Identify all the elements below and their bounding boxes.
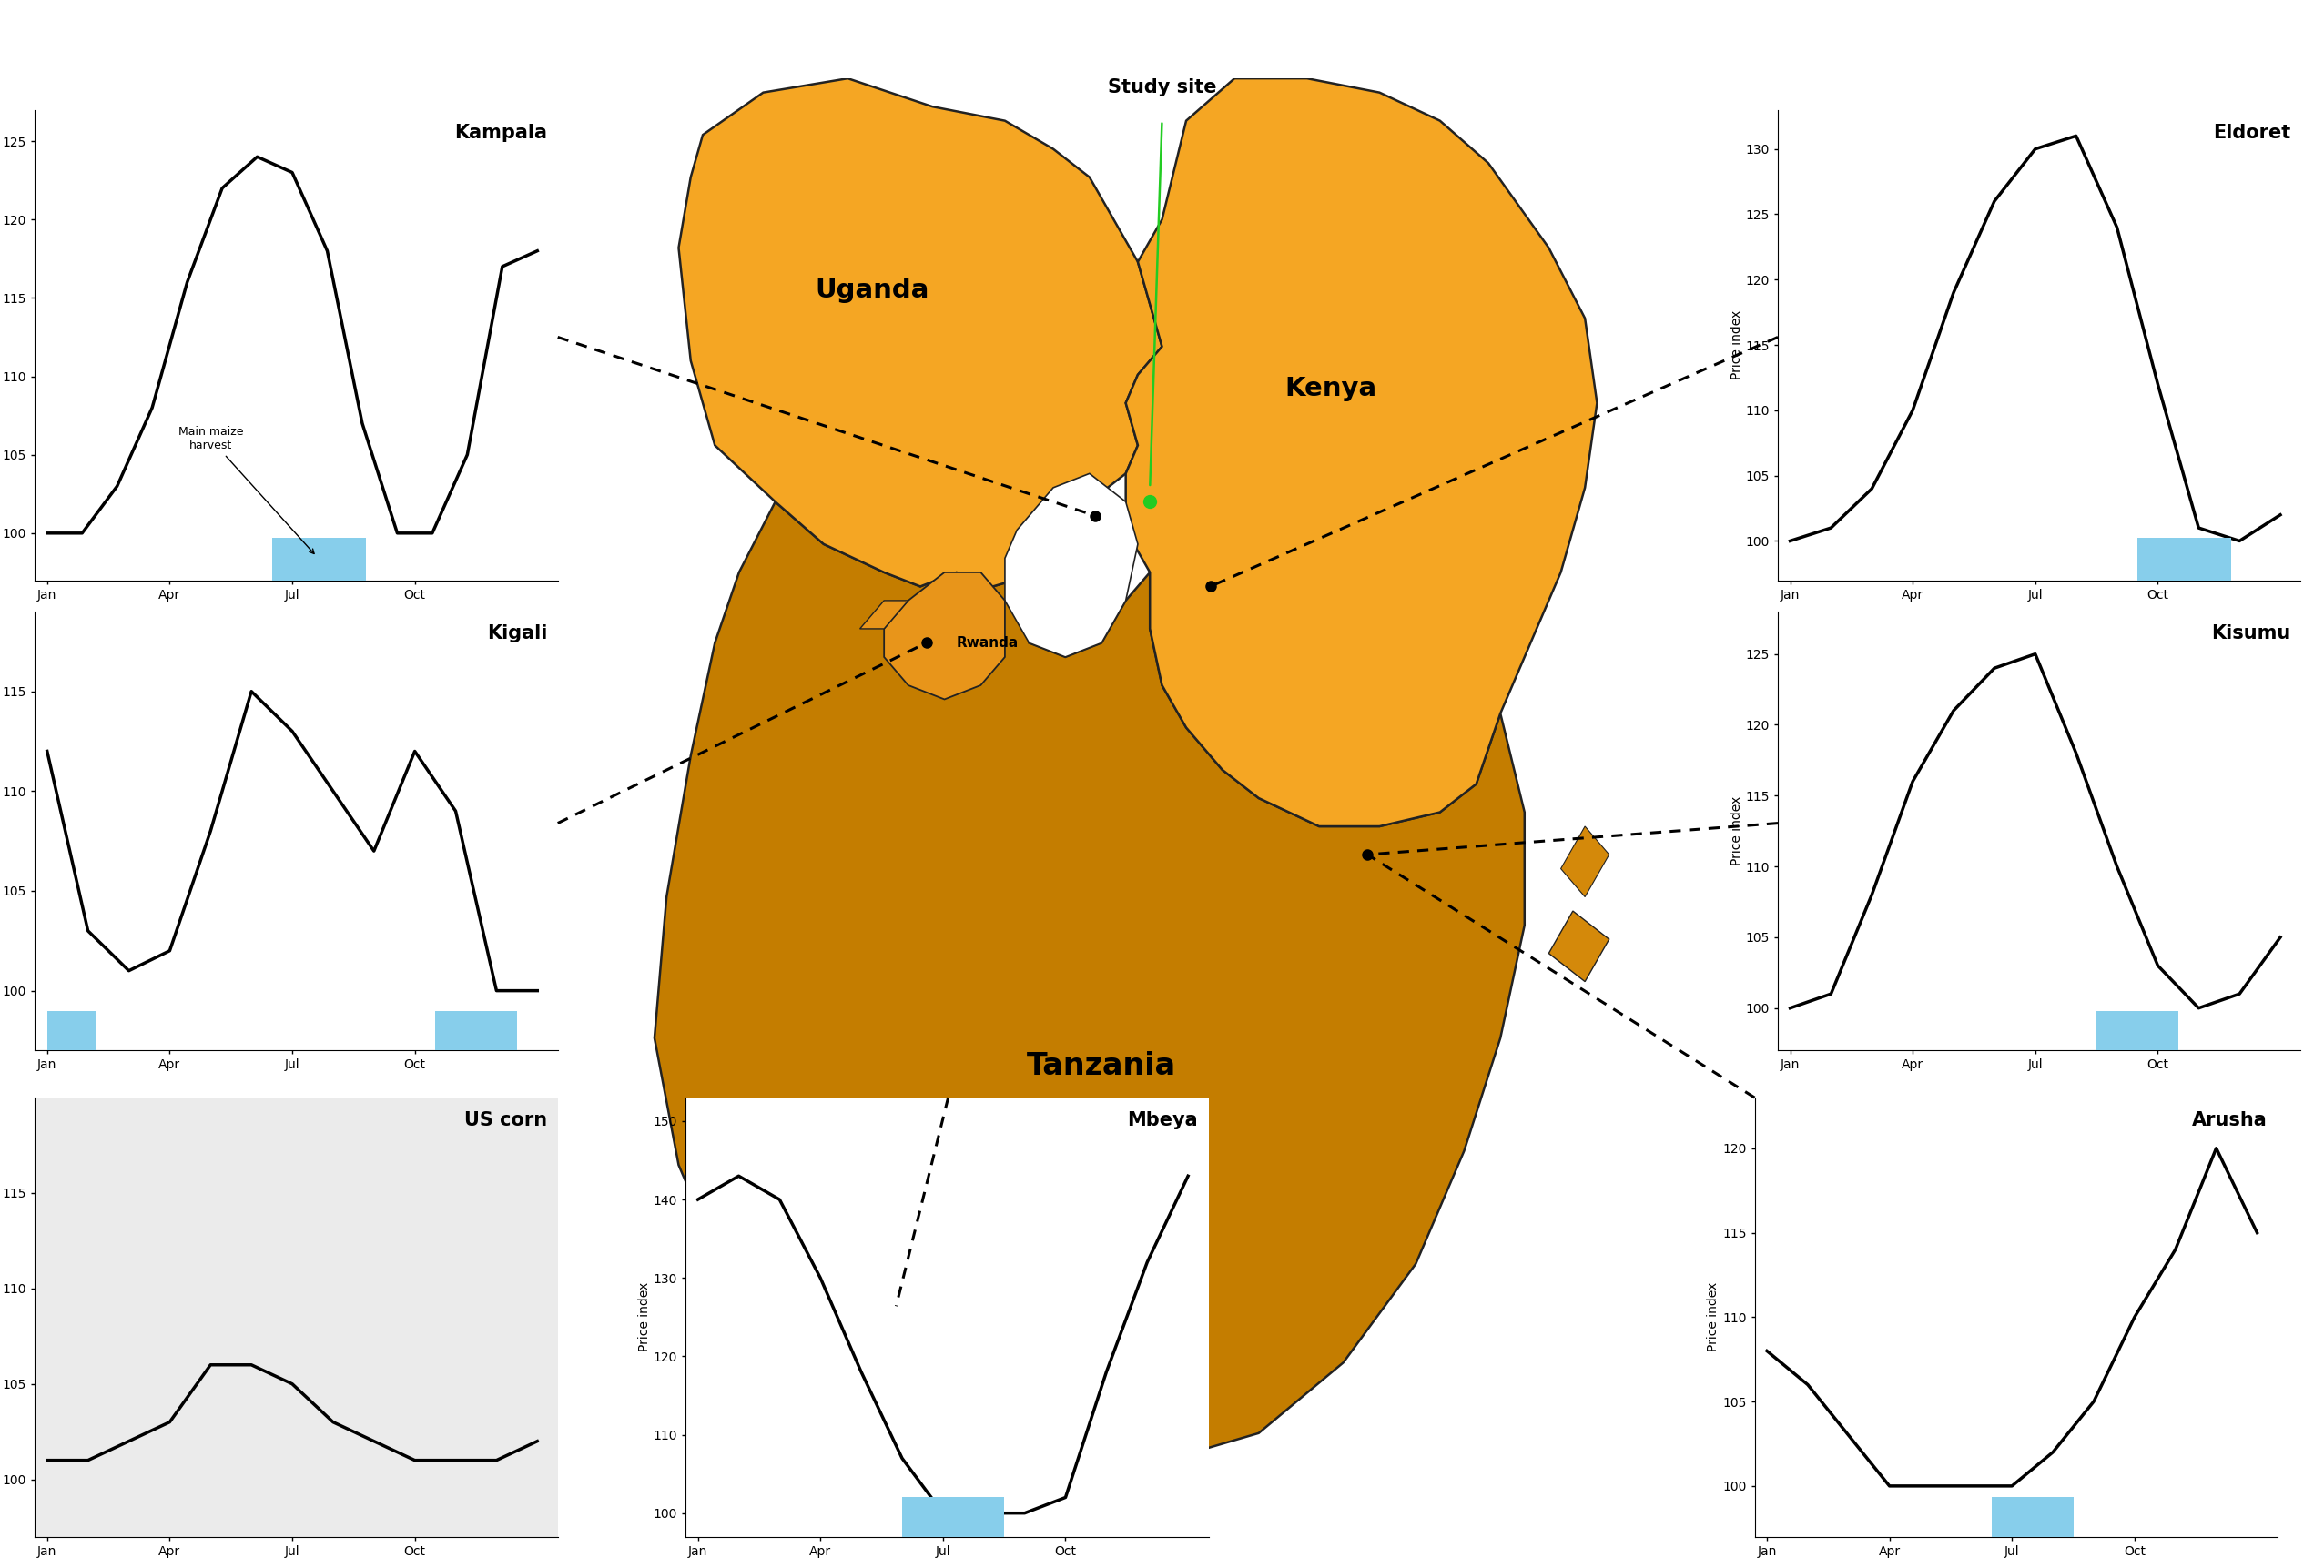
Polygon shape <box>860 601 909 629</box>
Text: US corn: US corn <box>465 1110 548 1129</box>
Text: Kenya: Kenya <box>1285 376 1378 401</box>
Text: Rwanda: Rwanda <box>957 637 1018 649</box>
Polygon shape <box>1562 826 1608 897</box>
Bar <box>272 538 365 580</box>
Polygon shape <box>883 572 1004 699</box>
Text: Mbeya: Mbeya <box>1127 1110 1199 1129</box>
Y-axis label: Price index: Price index <box>1731 310 1743 379</box>
Polygon shape <box>679 78 1162 586</box>
Text: Main maize
harvest: Main maize harvest <box>179 426 314 554</box>
Bar <box>2096 1011 2178 1051</box>
Text: Tanzania: Tanzania <box>1027 1051 1176 1082</box>
Text: Eldoret: Eldoret <box>2212 124 2289 143</box>
Bar <box>1992 1497 2073 1537</box>
Y-axis label: Price index: Price index <box>639 1283 651 1352</box>
Y-axis label: Price index: Price index <box>1731 797 1743 866</box>
Y-axis label: Price index: Price index <box>1708 1283 1720 1352</box>
Polygon shape <box>655 502 1525 1461</box>
Polygon shape <box>1004 474 1139 657</box>
Bar <box>46 1011 95 1051</box>
Text: Kisumu: Kisumu <box>2210 624 2289 643</box>
Text: Kampala: Kampala <box>456 124 548 143</box>
Bar <box>435 1011 516 1051</box>
Bar <box>2138 538 2231 580</box>
Text: Kigali: Kigali <box>488 624 548 643</box>
Polygon shape <box>1548 911 1608 982</box>
Polygon shape <box>1125 78 1597 826</box>
Bar <box>902 1497 1004 1537</box>
Text: Arusha: Arusha <box>2192 1110 2268 1129</box>
Text: Uganda: Uganda <box>816 278 930 303</box>
Text: Study site: Study site <box>1109 78 1215 97</box>
